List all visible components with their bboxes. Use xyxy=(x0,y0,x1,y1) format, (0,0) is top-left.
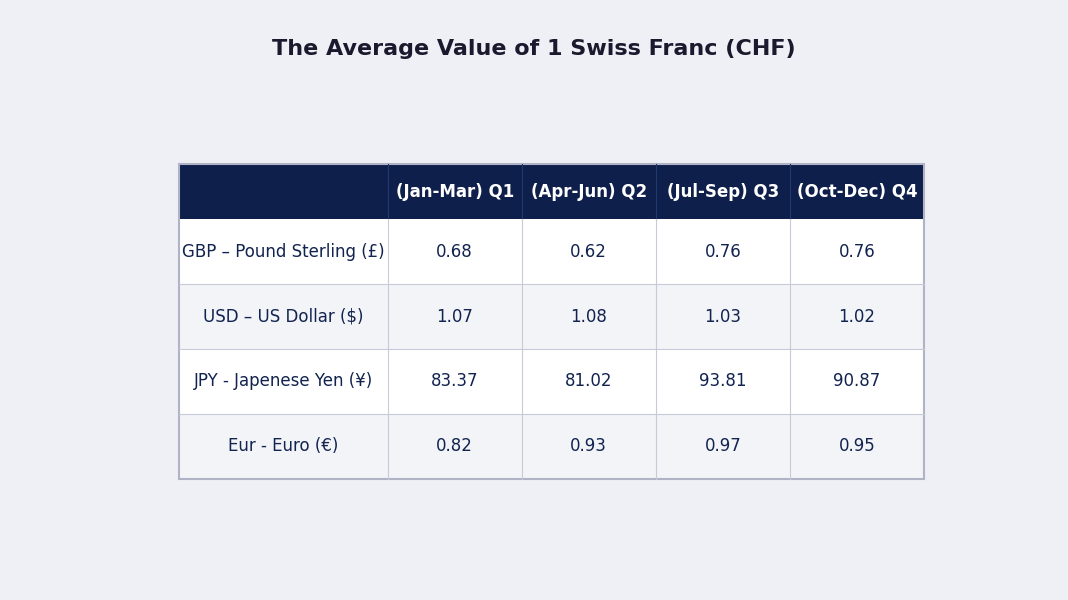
Text: 81.02: 81.02 xyxy=(565,373,612,391)
Bar xyxy=(179,414,388,479)
Bar xyxy=(179,164,924,479)
Text: 0.93: 0.93 xyxy=(570,437,608,455)
Text: (Apr-Jun) Q2: (Apr-Jun) Q2 xyxy=(531,183,647,201)
Bar xyxy=(790,164,924,220)
Bar xyxy=(521,164,656,220)
Text: 90.87: 90.87 xyxy=(833,373,880,391)
Text: GBP – Pound Sterling (£): GBP – Pound Sterling (£) xyxy=(182,243,384,261)
Bar xyxy=(656,414,790,479)
Bar xyxy=(179,220,388,284)
Bar xyxy=(521,414,656,479)
Text: The Average Value of 1 Swiss Franc (CHF): The Average Value of 1 Swiss Franc (CHF) xyxy=(272,39,796,59)
Bar xyxy=(656,284,790,349)
Bar xyxy=(388,349,521,414)
Text: 0.76: 0.76 xyxy=(705,243,741,261)
Bar xyxy=(179,220,924,284)
Bar xyxy=(388,220,521,284)
Bar xyxy=(179,349,388,414)
Bar xyxy=(388,284,521,349)
Text: (Jan-Mar) Q1: (Jan-Mar) Q1 xyxy=(395,183,514,201)
Bar xyxy=(388,164,521,220)
Text: 0.68: 0.68 xyxy=(436,243,473,261)
Bar xyxy=(521,284,656,349)
Text: JPY - Japenese Yen (¥): JPY - Japenese Yen (¥) xyxy=(193,373,373,391)
Text: 0.76: 0.76 xyxy=(838,243,876,261)
Text: Eur - Euro (€): Eur - Euro (€) xyxy=(229,437,339,455)
Text: (Oct-Dec) Q4: (Oct-Dec) Q4 xyxy=(797,183,917,201)
Text: 0.82: 0.82 xyxy=(436,437,473,455)
Bar xyxy=(790,284,924,349)
Bar xyxy=(179,414,924,479)
Text: USD – US Dollar ($): USD – US Dollar ($) xyxy=(203,308,363,326)
Bar xyxy=(179,349,924,414)
Text: 0.97: 0.97 xyxy=(705,437,741,455)
Text: 83.37: 83.37 xyxy=(430,373,478,391)
Bar xyxy=(656,164,790,220)
Text: (Jul-Sep) Q3: (Jul-Sep) Q3 xyxy=(666,183,779,201)
Bar xyxy=(179,284,924,349)
Bar xyxy=(388,414,521,479)
Text: 0.62: 0.62 xyxy=(570,243,608,261)
Text: 1.02: 1.02 xyxy=(838,308,876,326)
Text: 1.03: 1.03 xyxy=(704,308,741,326)
Bar xyxy=(656,220,790,284)
Text: 1.08: 1.08 xyxy=(570,308,608,326)
Bar xyxy=(179,284,388,349)
Bar xyxy=(790,414,924,479)
Bar xyxy=(521,349,656,414)
Bar xyxy=(656,349,790,414)
Text: 93.81: 93.81 xyxy=(700,373,747,391)
Bar xyxy=(790,349,924,414)
Bar xyxy=(521,220,656,284)
Bar xyxy=(179,164,388,220)
Text: 1.07: 1.07 xyxy=(436,308,473,326)
Bar xyxy=(179,164,924,220)
Bar xyxy=(790,220,924,284)
Text: 0.95: 0.95 xyxy=(838,437,876,455)
